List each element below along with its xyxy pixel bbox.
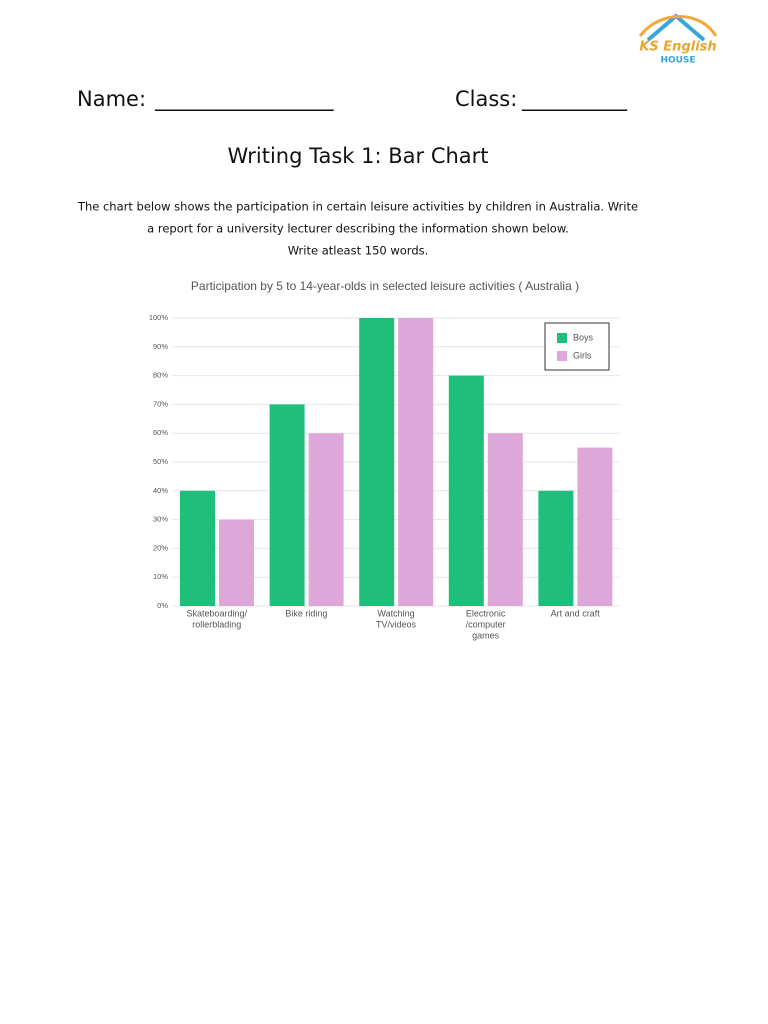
y-tick-label: 90% <box>153 342 168 351</box>
bar <box>577 447 613 606</box>
x-tick-label: Skateboarding/ <box>187 608 248 618</box>
legend-swatch <box>557 351 567 361</box>
bar <box>308 433 344 606</box>
logo-subtext: HOUSE <box>660 56 695 66</box>
x-tick-label: Electronic <box>466 608 506 618</box>
y-tick-label: 10% <box>153 572 168 581</box>
task-title: Writing Task 1: Bar Chart <box>227 144 488 168</box>
class-blank: __________ <box>521 87 628 112</box>
logo: KS English HOUSE <box>638 13 718 66</box>
y-tick-label: 20% <box>153 543 168 552</box>
x-tick-label: Art and craft <box>551 608 601 618</box>
x-tick-label: games <box>472 630 500 640</box>
instruction: a report for a university lecturer descr… <box>147 222 569 236</box>
legend-label: Girls <box>573 350 592 360</box>
instruction: Write atleast 150 words. <box>288 244 429 258</box>
y-tick-label: 40% <box>153 486 168 495</box>
y-tick-label: 60% <box>153 428 168 437</box>
logo-text: KS English <box>639 40 716 55</box>
legend-box <box>544 322 610 371</box>
name-blank: _________________ <box>154 87 334 112</box>
instruction: The chart below shows the participation … <box>77 200 638 214</box>
y-tick-label: 80% <box>153 371 168 380</box>
class-label: Class: <box>455 87 517 111</box>
x-tick-label: Bike riding <box>285 608 327 618</box>
legend-label: Boys <box>573 332 594 342</box>
y-tick-label: 30% <box>153 515 168 524</box>
bar <box>487 433 523 606</box>
bar <box>180 490 215 606</box>
y-tick-label: 70% <box>153 399 168 408</box>
name-label: Name: <box>77 87 146 111</box>
bar <box>448 375 484 606</box>
x-tick-label: rollerblading <box>192 619 241 629</box>
x-tick-label: Watching <box>377 608 414 618</box>
chart-title: Participation by 5 to 14-year-olds in se… <box>191 279 579 293</box>
x-tick-label: /computer <box>466 619 506 629</box>
bar <box>398 318 434 606</box>
bar <box>359 318 395 606</box>
legend-swatch <box>557 333 567 343</box>
y-tick-label: 0% <box>157 601 168 610</box>
bar <box>219 519 254 606</box>
y-tick-label: 100% <box>149 313 169 322</box>
bar <box>269 404 305 606</box>
logo-arc <box>638 15 718 37</box>
bar <box>538 490 574 606</box>
y-tick-label: 50% <box>153 457 168 466</box>
x-tick-label: TV/videos <box>376 619 417 629</box>
